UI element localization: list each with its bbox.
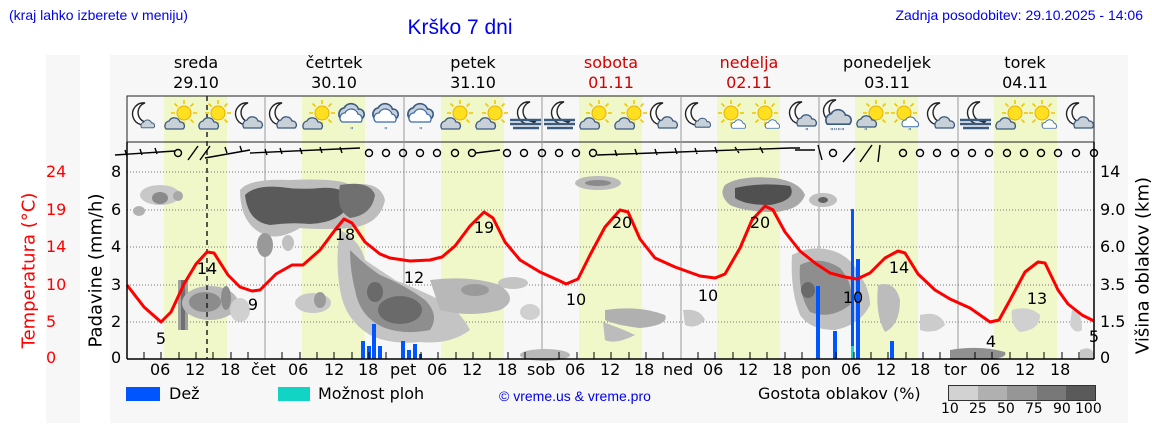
page-title: Krško 7 dni: [407, 16, 513, 39]
svg-text:13: 13: [1027, 289, 1047, 308]
svg-text:4: 4: [986, 332, 996, 351]
showers-legend-label: Možnost ploh: [318, 384, 425, 403]
cloud-rain-icon: ": [407, 102, 435, 135]
moon-cloud-rain-icon: ": [788, 101, 818, 136]
sun-small-cloud-rain-icon: ": [890, 99, 920, 136]
svg-text:"""": """": [830, 127, 845, 136]
svg-text:18: 18: [335, 225, 355, 244]
cloud-density-scale: [948, 385, 1096, 401]
day-label: ponedeljek 03.11: [843, 53, 931, 92]
svg-text:10: 10: [566, 290, 586, 309]
moon-cloud-icon: [268, 102, 298, 129]
day-label: sobota 01.11: [583, 53, 639, 92]
day-separators: [264, 96, 959, 359]
moon-fog-icon: [960, 101, 991, 130]
cloud-rain-icon: ": [338, 102, 366, 135]
moon-cloud-icon: [649, 102, 679, 129]
temp-axis-panel: [46, 55, 80, 423]
last-update-text: Zadnja posodobitev: 29.10.2025 - 14:06: [895, 7, 1143, 23]
svg-text:10: 10: [698, 286, 718, 305]
moon-cloud-heavy-rain-icon: """": [822, 99, 853, 136]
svg-text:": ": [805, 127, 809, 136]
moon-cloud-icon: [926, 102, 956, 129]
svg-text:20: 20: [750, 213, 770, 232]
weather-icons: " " " " """" " ": [131, 99, 1095, 136]
wind-barbs-row: [114, 144, 1099, 163]
svg-text:9: 9: [248, 295, 258, 314]
day-label: torek 04.11: [1002, 53, 1048, 92]
moon-cloud-icon: [131, 102, 156, 129]
svg-text:": ": [419, 126, 423, 135]
cloud-rain-icon: ": [372, 102, 400, 135]
svg-text:10: 10: [843, 288, 863, 307]
rain-legend-label: Dež: [169, 384, 200, 403]
temp-axis-title-wrap: Temperatura (°C): [12, 180, 42, 360]
svg-text:": ": [864, 127, 868, 136]
copyright-link[interactable]: © vreme.us & vreme.pro: [499, 388, 651, 404]
moon-cloud-icon: [684, 102, 712, 128]
svg-text:20: 20: [612, 213, 632, 232]
day-label: nedelja 02.11: [719, 53, 779, 92]
cloud-density-map: [133, 176, 1094, 361]
x-tick-marks: [143, 352, 1080, 359]
temperature-line: [125, 204, 1095, 324]
moon-fog-icon: [544, 101, 575, 130]
precip-axis-title: Padavine (mm/h): [85, 193, 107, 348]
day-label: petek 31.10: [450, 53, 496, 92]
showers-legend-swatch: [278, 387, 310, 401]
svg-text:14: 14: [889, 258, 909, 277]
cloud-density-label: Gostota oblakov (%): [758, 384, 921, 403]
temp-axis-title: Temperatura (°C): [18, 192, 40, 349]
moon-fog-icon: [510, 101, 541, 130]
svg-text:": ": [908, 127, 912, 136]
svg-text:12: 12: [404, 268, 424, 287]
rain-legend-swatch: [126, 387, 160, 401]
region-menu-hint: (kraj lahko izberete v meniju): [9, 7, 188, 23]
svg-text:14: 14: [197, 259, 217, 278]
moon-cloud-icon: [1065, 102, 1095, 129]
svg-text:": ": [384, 126, 388, 135]
weather-icon-row: [126, 95, 1095, 143]
svg-text:": ": [350, 126, 354, 135]
day-label: četrtek 30.10: [305, 53, 363, 92]
svg-text:5: 5: [156, 329, 166, 348]
svg-text:19: 19: [474, 218, 494, 237]
sun-cloud-rain-icon: ": [856, 99, 890, 136]
cloud-height-axis-title: Višina oblakov (km): [1132, 176, 1152, 355]
day-label: sreda 29.10: [173, 53, 219, 92]
temperature-labels: 5 14 9 18 12 19 10 20 10 20 10 14 4 13 5: [156, 213, 1099, 351]
showers-bar: [851, 346, 854, 359]
moon-cloud-icon: [234, 102, 264, 129]
